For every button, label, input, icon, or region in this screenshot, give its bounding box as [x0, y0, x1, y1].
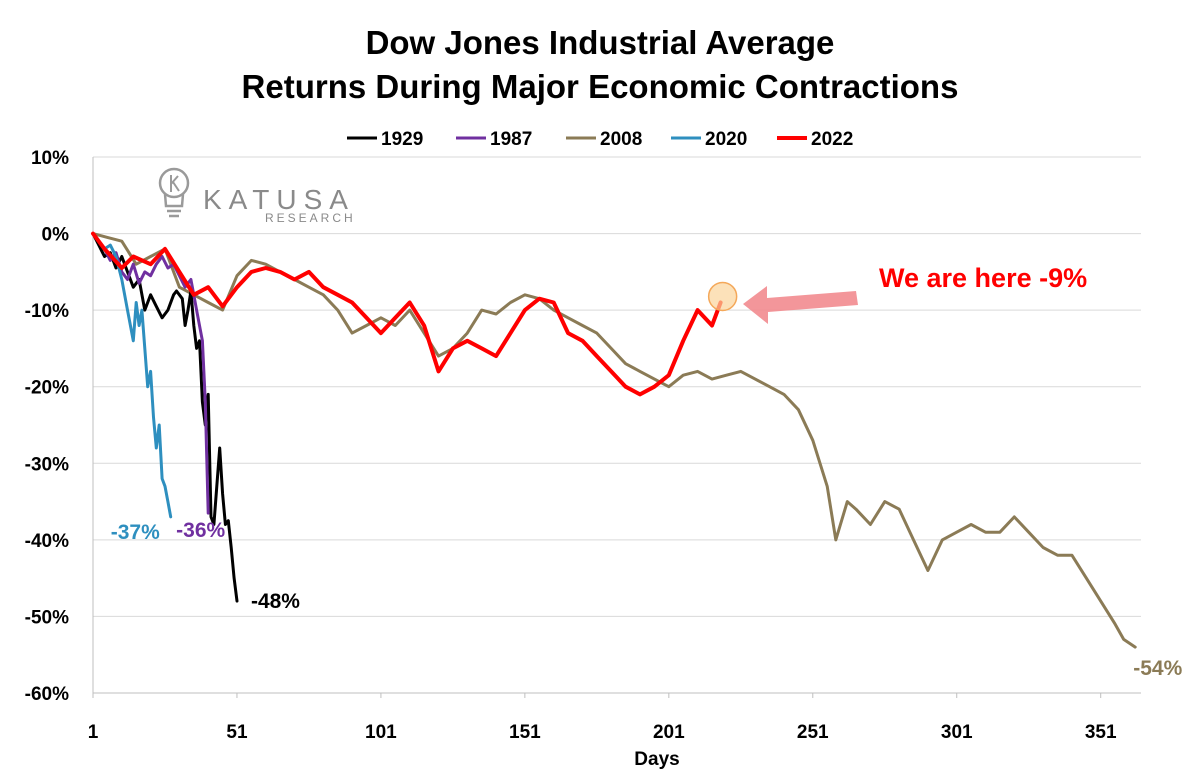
- end-labels: -48% -36% -54% -37%: [111, 519, 1183, 680]
- y-tick-label: 10%: [31, 148, 69, 169]
- end-label-1929: -48%: [251, 590, 300, 613]
- x-tick-label: 1: [88, 722, 99, 743]
- series-line-2022: [91, 231, 723, 397]
- x-tick-label: 301: [941, 722, 973, 743]
- legend-label-2020: 2020: [705, 129, 747, 150]
- x-tick-label: 151: [509, 722, 541, 743]
- lightbulb-icon: [158, 167, 190, 218]
- callout-text: We are here -9%: [879, 263, 1087, 293]
- axes: 10%0%-10%-20%-30%-40%-50%-60%1 51 101 151 20…: [25, 148, 1141, 770]
- y-tick-label: -60%: [25, 684, 69, 705]
- x-tick-label: 351: [1085, 722, 1117, 743]
- y-tick-label: -40%: [25, 531, 69, 552]
- y-tick-label: -50%: [25, 607, 69, 628]
- end-label-1987: -36%: [176, 519, 225, 542]
- legend-label-2022: 2022: [811, 129, 853, 150]
- x-tick-label: 51: [226, 722, 248, 743]
- y-tick-label: -10%: [25, 301, 69, 322]
- gridlines: [93, 156, 1141, 694]
- legend-label-1929: 1929: [381, 129, 423, 150]
- annotation: We are here -9%: [707, 263, 1087, 324]
- legend: 1929 1987 2008 2020 2022: [347, 129, 853, 150]
- series-lines: [91, 231, 1137, 649]
- arrow-icon: [743, 286, 858, 324]
- x-tick-label: 101: [365, 722, 397, 743]
- title-line-2: Returns During Major Economic Contractio…: [242, 68, 959, 105]
- logo-name: KATUSA: [203, 184, 355, 215]
- chart-title: Dow Jones Industrial Average Returns Dur…: [242, 24, 959, 105]
- series-line-2020: [91, 232, 173, 519]
- highlight-circle: [707, 281, 738, 312]
- logo-sub: RESEARCH: [265, 211, 356, 225]
- series-line-1929: [91, 232, 239, 603]
- y-tick-label: -20%: [25, 378, 69, 399]
- legend-label-1987: 1987: [490, 129, 532, 150]
- x-tick-label: 251: [797, 722, 829, 743]
- end-label-2008: -54%: [1133, 657, 1182, 680]
- x-axis-title: Days: [634, 749, 679, 770]
- legend-label-2008: 2008: [600, 129, 642, 150]
- katusa-logo: KATUSA RESEARCH: [158, 167, 356, 225]
- x-tick-label: 201: [653, 722, 685, 743]
- y-tick-label: -30%: [25, 454, 69, 475]
- title-line-1: Dow Jones Industrial Average: [366, 24, 835, 61]
- y-tick-label: 0%: [42, 225, 70, 246]
- series-line-2008: [91, 232, 1137, 649]
- end-label-2020: -37%: [111, 521, 160, 544]
